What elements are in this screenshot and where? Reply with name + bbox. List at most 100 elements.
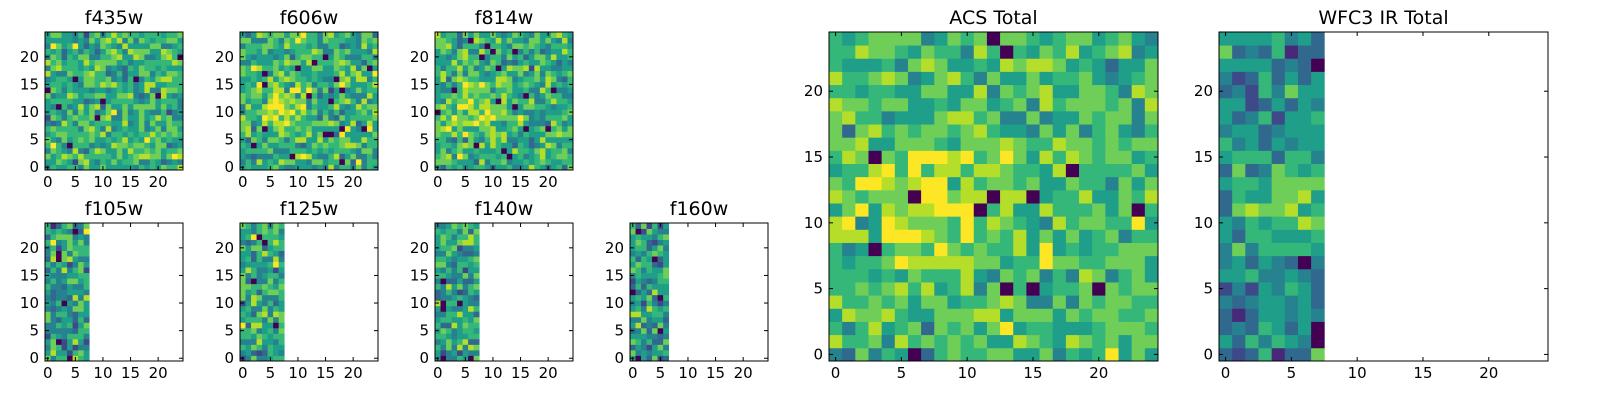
heatmap-cell	[72, 136, 79, 143]
heatmap-cell	[1271, 334, 1286, 349]
heatmap-cell	[1219, 308, 1233, 322]
heatmap-cell	[278, 131, 285, 138]
heatmap-cell	[1258, 216, 1273, 230]
heatmap-cell	[1311, 163, 1325, 178]
x-tick-label: 0	[433, 364, 443, 382]
y-tick-label: 15	[1194, 148, 1213, 166]
heatmap-cell	[322, 65, 329, 72]
y-tick-label: 20	[605, 239, 624, 257]
heatmap-cell	[322, 120, 329, 127]
heatmap-cell	[56, 234, 62, 240]
heatmap-cell	[960, 71, 975, 86]
heatmap-cell	[78, 305, 85, 312]
heatmap-cell	[1079, 45, 1093, 59]
heatmap-cell	[284, 48, 291, 55]
heatmap-cell	[171, 103, 178, 110]
y-tick-label: 5	[29, 131, 39, 149]
heatmap-cell	[45, 43, 51, 49]
heatmap-cell	[495, 158, 502, 165]
heatmap-cell	[361, 59, 368, 66]
heatmap-cell	[166, 158, 173, 165]
heatmap-cell	[295, 70, 302, 77]
heatmap-cell	[306, 109, 313, 116]
heatmap-cell	[284, 109, 291, 116]
heatmap-cell	[440, 322, 447, 329]
heatmap-cell	[652, 338, 658, 345]
heatmap-cell	[907, 308, 922, 322]
heatmap-cell	[1013, 321, 1027, 336]
heatmap-cell	[1013, 242, 1027, 257]
heatmap-cell	[545, 92, 552, 99]
heatmap-cell	[160, 142, 167, 149]
heatmap-cell	[1000, 242, 1014, 257]
heatmap-cell	[468, 245, 475, 251]
heatmap-cell	[1311, 176, 1325, 191]
heatmap-cell	[842, 229, 856, 243]
heatmap-cell	[545, 59, 552, 66]
heatmap-cell	[50, 250, 57, 257]
heatmap-cell	[83, 125, 90, 132]
heatmap-cell	[311, 131, 318, 138]
heatmap-cell	[350, 153, 357, 160]
heatmap-cell	[462, 311, 469, 318]
heatmap-cell	[451, 245, 458, 251]
heatmap-cell	[89, 120, 96, 127]
heatmap-cell	[462, 327, 469, 334]
heatmap-cell	[328, 37, 335, 44]
heatmap-cell	[440, 316, 447, 323]
heatmap-cell	[127, 98, 134, 105]
heatmap-cell	[440, 305, 447, 312]
x-tick-label: 15	[706, 364, 725, 382]
heatmap-cell	[251, 344, 257, 351]
heatmap-cell	[1079, 150, 1093, 164]
heatmap-cell	[440, 256, 447, 263]
heatmap-cell	[1065, 203, 1080, 217]
heatmap-cell	[311, 59, 318, 66]
heatmap-cell	[842, 58, 856, 72]
heatmap-cell	[484, 164, 491, 171]
heatmap-cell	[1245, 268, 1259, 283]
heatmap-cell	[842, 216, 856, 230]
heatmap-cell	[490, 37, 497, 44]
heatmap-cell	[1052, 216, 1067, 230]
heatmap-cell	[473, 316, 480, 323]
heatmap-cell	[361, 147, 368, 154]
heatmap-cell	[78, 125, 85, 132]
heatmap-cell	[72, 272, 79, 279]
heatmap-cell	[457, 333, 463, 340]
heatmap-cell	[322, 92, 329, 99]
heatmap-cell	[295, 59, 302, 66]
panel-title: f140w	[475, 198, 534, 220]
heatmap-cell	[245, 120, 252, 127]
heatmap-cell	[284, 125, 291, 132]
heatmap-cell	[855, 308, 869, 322]
heatmap-cell	[473, 322, 480, 329]
heatmap-cell	[907, 71, 922, 86]
heatmap-cell	[155, 37, 162, 44]
heatmap-cell	[1052, 189, 1067, 204]
x-tick-label: 20	[344, 173, 363, 191]
x-tick-label: 20	[1479, 364, 1498, 382]
heatmap-cell	[652, 234, 658, 240]
heatmap-cell	[1219, 347, 1233, 362]
heatmap-cell	[440, 234, 447, 240]
heatmap-cell	[528, 158, 535, 165]
heatmap-cell	[1245, 45, 1259, 59]
heatmap-cell	[451, 228, 458, 235]
heatmap-cell	[355, 76, 362, 83]
heatmap-cell	[652, 333, 658, 340]
heatmap-cell	[289, 114, 296, 121]
y-tick-label: 20	[804, 82, 823, 100]
heatmap-cell	[842, 137, 856, 151]
heatmap-cell	[149, 54, 156, 60]
heatmap-cell	[1245, 295, 1259, 309]
heatmap-cell	[127, 65, 134, 72]
heatmap-cell	[528, 147, 535, 154]
heatmap-cell	[1000, 216, 1014, 230]
x-tick-label: 5	[266, 173, 276, 191]
heatmap-cell	[177, 147, 184, 154]
heatmap-cell	[149, 125, 156, 132]
heatmap-cell	[72, 256, 79, 263]
heatmap-cell	[122, 65, 129, 72]
heatmap-cell	[550, 142, 557, 149]
